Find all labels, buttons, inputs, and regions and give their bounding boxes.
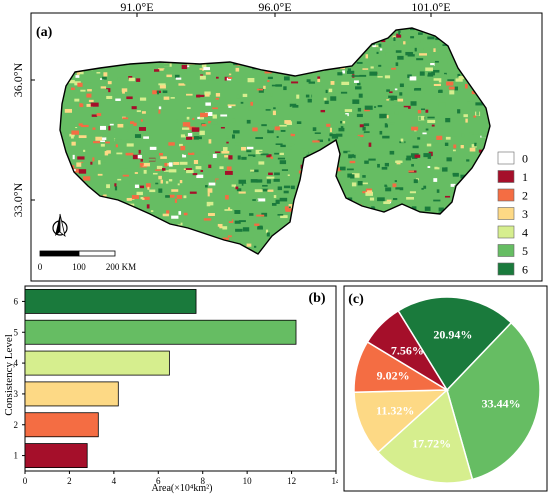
bar-category-label: 2: [14, 420, 19, 430]
map-frame: [30, 12, 543, 282]
region-boundary: [59, 27, 491, 255]
bar-chart-plot-frame: [24, 285, 337, 472]
bar-category-label: 6: [14, 296, 19, 306]
lon-tick-label: 101.0°E: [411, 0, 450, 14]
consistency-map-region: [60, 28, 490, 254]
bar-x-tick-label: 0: [23, 476, 28, 486]
panel-label-a: (a): [36, 25, 53, 40]
bar-category-label: 5: [14, 327, 19, 337]
lon-tick-label: 96.0°E: [258, 0, 291, 14]
bar-level-4: [24, 350, 170, 376]
legend-swatch: [497, 244, 515, 257]
legend-label: 4: [522, 226, 528, 240]
bar-chart-ylabel: Consistency Level: [3, 334, 15, 416]
bar-x-tick-label: 2: [67, 476, 72, 486]
bar-x-tick-label: 4: [112, 476, 117, 486]
pie-slice-label: 17.72%: [412, 437, 451, 451]
legend-swatch: [497, 170, 515, 183]
pie-slice-level-1: [366, 309, 448, 391]
pie-chart-panel: (c) 20.94% 33.44% 17.72% 11.32% 9.02% 7.56%: [343, 285, 548, 492]
legend-swatch: [497, 207, 515, 220]
bar-level-6: [24, 288, 197, 314]
pie-chart-frame: [343, 285, 548, 492]
scale-bar: 0 100 200 KM: [38, 250, 136, 272]
lat-tick-label: 33.0°N: [11, 182, 25, 217]
pie-slice-level-3: [353, 389, 450, 454]
bar-x-tick-label: 8: [200, 476, 205, 486]
legend-label: 5: [522, 244, 528, 258]
panel-label-b: (b): [308, 291, 325, 306]
legend-swatch: [497, 188, 515, 202]
scale-label: 200 KM: [106, 262, 136, 272]
bar-category-label: 4: [14, 358, 19, 368]
bar-chart-panel: Consistency Level (b) 12345602468101214 …: [3, 285, 339, 494]
pie-slice-label: 11.32%: [376, 404, 414, 418]
legend-swatch: [497, 262, 515, 276]
bar-level-3: [24, 381, 119, 407]
bar-level-5: [24, 319, 297, 345]
bar-chart-xlabel: Area(×10⁴km²): [152, 483, 213, 494]
scale-label: 100: [72, 262, 86, 272]
map-legend: 0 1 2 3 4 5 6: [497, 151, 528, 277]
bar-level-1: [24, 443, 88, 469]
bar-category-label: 1: [14, 451, 19, 461]
legend-swatch: [497, 225, 515, 239]
scale-label: 0: [38, 262, 43, 272]
bar-x-tick-label: 14: [332, 476, 339, 486]
pie-slice-label: 20.94%: [433, 328, 472, 342]
legend-swatch: [497, 151, 515, 165]
legend-label: 2: [522, 189, 528, 203]
pie-slice-level-6: [397, 296, 513, 392]
lat-tick-label: 36.0°N: [11, 62, 25, 97]
legend-label: 0: [522, 152, 528, 166]
bar-x-tick-label: 12: [287, 476, 296, 486]
pie-slice-label: 7.56%: [391, 344, 424, 358]
map-panel: 91.0°E 96.0°E 101.0°E 36.0°N 33.0°N (a) …: [11, 0, 543, 282]
bar-x-tick-label: 10: [243, 476, 253, 486]
legend-label: 1: [522, 170, 528, 184]
legend-label: 6: [522, 263, 528, 277]
legend-label: 3: [522, 207, 528, 221]
panel-label-c: (c): [348, 292, 364, 307]
north-arrow-icon: [52, 213, 68, 238]
bar-category-label: 3: [14, 389, 19, 399]
pie-slice-label: 9.02%: [377, 369, 410, 383]
pie-slice-level-5: [446, 321, 541, 481]
pie-slice-level-4: [376, 388, 474, 484]
bar-x-tick-label: 6: [156, 476, 161, 486]
pie-slice-label: 33.44%: [482, 396, 521, 410]
bar-level-2: [24, 412, 99, 438]
lon-tick-label: 91.0°E: [120, 0, 153, 14]
